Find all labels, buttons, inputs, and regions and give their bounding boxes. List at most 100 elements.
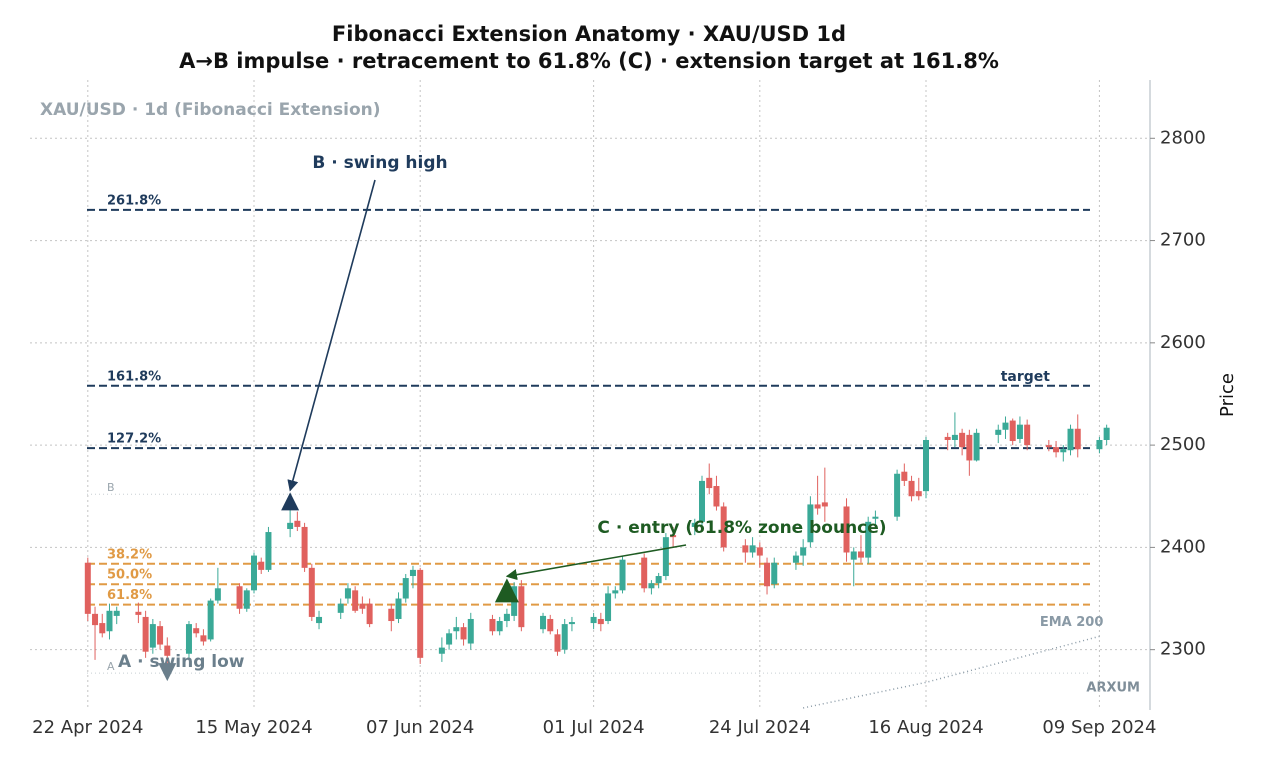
y-tick-label: 2800 (1160, 127, 1206, 148)
swing-level-label: A (107, 660, 115, 673)
candle-body (662, 537, 669, 577)
candle-body (764, 562, 771, 587)
candle-body (901, 471, 908, 481)
x-tick-label: 16 Aug 2024 (868, 717, 983, 738)
candle-body (453, 627, 460, 632)
candle-body (554, 634, 561, 652)
swing-marker (281, 492, 300, 511)
fib-level-label: 161.8% (107, 369, 161, 384)
annotation-label: C · entry (61.8% zone bounce) (597, 518, 886, 538)
candle-body (792, 555, 799, 563)
candle-body (359, 603, 366, 609)
candle-body (301, 526, 308, 568)
candle-body (446, 633, 453, 645)
candle-body (605, 593, 612, 622)
candle-body (923, 440, 929, 492)
candle-body (1002, 422, 1009, 430)
target-label: target (1001, 369, 1051, 385)
candle-body (294, 520, 301, 527)
candle-body (207, 600, 214, 640)
candle-body (316, 616, 323, 624)
candle-body (857, 551, 864, 558)
candle-body (641, 557, 648, 589)
candle-body (706, 477, 713, 489)
ema-line (803, 635, 1100, 709)
candle-body (1016, 424, 1023, 439)
chart-title: Fibonacci Extension Anatomy · XAU/USD 1d (332, 22, 846, 46)
candle-body (157, 626, 164, 645)
candle-body (467, 618, 474, 644)
candle-body (720, 506, 727, 548)
candle-body (959, 432, 966, 448)
candle-body (713, 486, 720, 507)
candle-body (193, 628, 200, 634)
candle-body (409, 569, 416, 577)
candle-body (995, 429, 1002, 435)
candle-body (814, 504, 821, 509)
candle-body (568, 622, 575, 625)
candle-body (843, 506, 850, 553)
candle-body (1074, 428, 1081, 450)
candle-body (308, 567, 315, 617)
candle-body (200, 635, 207, 642)
candle-body (1053, 447, 1060, 453)
x-tick-label: 01 Jul 2024 (543, 717, 645, 738)
ema-label: EMA 200 (1040, 615, 1104, 630)
fib-level-label: 261.8% (107, 193, 161, 208)
candle-body (265, 532, 272, 570)
candle-body (344, 588, 351, 599)
candle-body (540, 615, 547, 630)
candle-body (915, 491, 922, 497)
candle-body (1103, 427, 1110, 440)
candle-body (973, 432, 980, 461)
candle-body (749, 545, 756, 553)
candle-body (243, 590, 250, 609)
candle-body (691, 522, 698, 527)
candle-body (561, 624, 568, 650)
watermark: ARXUM (1086, 681, 1140, 696)
candle-body (1009, 420, 1016, 442)
candle-body (670, 535, 677, 538)
candle-body (951, 434, 958, 440)
swing-level-label: B (107, 481, 115, 494)
fib-level-label: 38.2% (107, 547, 152, 562)
swing-marker (494, 578, 519, 603)
y-tick-label: 2700 (1160, 230, 1206, 251)
candle-body (503, 613, 510, 622)
annotation-label: B · swing high (312, 153, 447, 173)
candle-body (84, 562, 91, 614)
candle-body (214, 588, 221, 601)
candle-body (1060, 449, 1067, 453)
candle-body (756, 547, 763, 556)
candle-body (149, 624, 156, 648)
chart-subtitle: A→B impulse · retracement to 61.8% (C) ·… (179, 49, 999, 73)
x-tick-label: 09 Sep 2024 (1042, 717, 1156, 738)
y-tick-label: 2600 (1160, 332, 1206, 353)
candle-body (821, 502, 828, 507)
candle-body (236, 586, 243, 609)
fib-level-label: 50.0% (107, 568, 152, 583)
y-axis-label: Price (1217, 373, 1238, 417)
candle-body (92, 613, 99, 626)
corner-label: XAU/USD · 1d (Fibonacci Extension) (40, 100, 381, 120)
y-tick-label: 2400 (1160, 536, 1206, 557)
candle-body (894, 473, 901, 517)
candle-body (655, 576, 662, 584)
candle-body (395, 598, 402, 619)
annotation-label: A · swing low (118, 652, 245, 672)
y-tick-label: 2300 (1160, 639, 1206, 660)
candle-body (438, 647, 445, 654)
candle-body (699, 480, 705, 522)
candle-body (850, 551, 857, 560)
candle-body (1067, 428, 1074, 451)
candle-body (518, 586, 525, 628)
candle-body (99, 623, 106, 634)
x-tick-label: 24 Jul 2024 (709, 717, 811, 738)
candle-body (1024, 424, 1031, 446)
y-tick-label: 2500 (1160, 434, 1206, 455)
candle-body (352, 590, 359, 611)
candle-body (402, 578, 409, 599)
candle-body (800, 547, 807, 556)
candle-body (135, 611, 142, 615)
candle-body (106, 610, 113, 632)
